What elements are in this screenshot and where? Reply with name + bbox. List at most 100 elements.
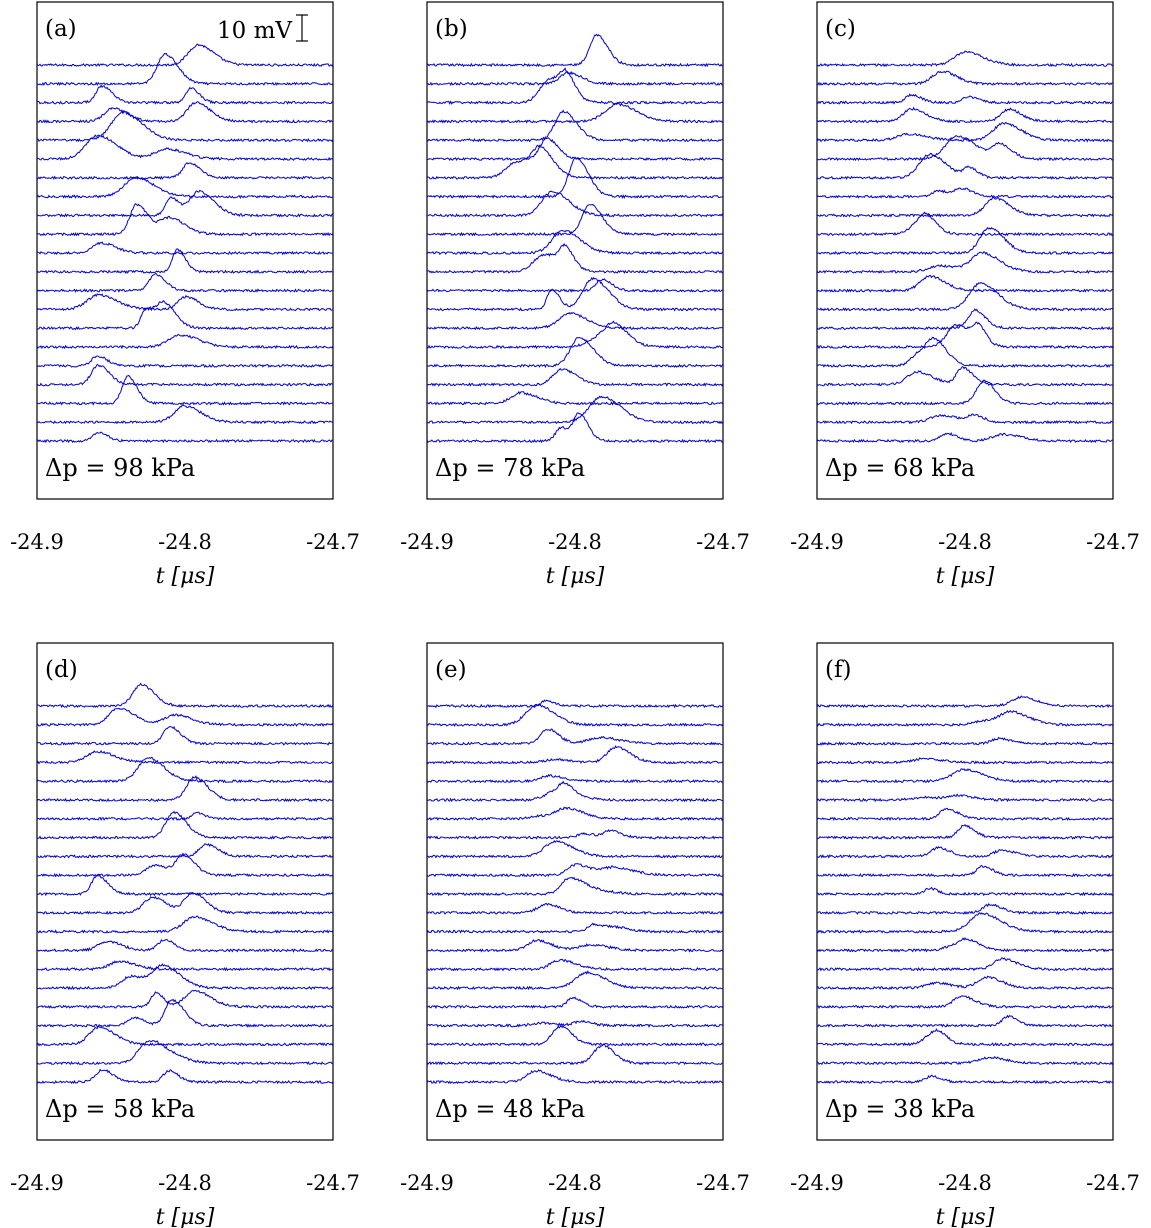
signal-trace xyxy=(816,846,1114,859)
signal-trace xyxy=(426,938,724,953)
panel-frame xyxy=(36,1,334,500)
signal-trace xyxy=(816,93,1114,105)
signal-trace xyxy=(816,824,1114,840)
signal-trace xyxy=(426,996,724,1010)
panel-e: (e) Δp = 48 kPa -24.9 -24.8 -24.7 t [μs] xyxy=(400,642,750,1228)
signal-trace xyxy=(816,413,1114,425)
signal-trace xyxy=(816,902,1114,916)
signal-trace xyxy=(816,912,1114,934)
signal-trace xyxy=(426,806,724,822)
signal-trace xyxy=(426,958,724,972)
signal-trace xyxy=(426,70,724,86)
panel-d: (d) Δp = 58 kPa -24.9 -24.8 -24.7 t [μs] xyxy=(10,642,360,1228)
signal-trace xyxy=(816,736,1114,746)
signal-trace xyxy=(426,102,724,124)
signal-trace xyxy=(816,807,1114,822)
signal-trace xyxy=(426,745,724,765)
signal-trace xyxy=(426,367,724,387)
signal-trace xyxy=(36,1040,334,1066)
signal-trace xyxy=(426,242,724,274)
signal-trace xyxy=(816,196,1114,218)
pressure-annotation: Δp = 48 kPa xyxy=(435,1095,585,1123)
signal-trace xyxy=(426,276,724,312)
x-tick-label: -24.7 xyxy=(696,1171,750,1195)
signal-trace xyxy=(36,84,334,105)
pressure-annotation: Δp = 38 kPa xyxy=(825,1095,975,1123)
scale-bar: 10 mV xyxy=(217,14,308,44)
x-axis-label: t [μs] xyxy=(936,564,995,589)
signal-trace xyxy=(36,374,334,406)
signal-trace xyxy=(816,226,1114,256)
signal-trace xyxy=(426,144,723,180)
signal-trace xyxy=(36,842,334,859)
x-tick-label: -24.9 xyxy=(790,530,844,554)
signal-trace xyxy=(426,67,724,105)
x-tick-label: -24.8 xyxy=(938,530,992,554)
signal-trace xyxy=(426,1043,724,1066)
panel-label: (c) xyxy=(825,16,856,42)
x-tick-label: -24.7 xyxy=(1086,1171,1140,1195)
signal-trace xyxy=(426,33,724,68)
signal-trace xyxy=(426,780,724,803)
trace-group xyxy=(816,695,1114,1084)
signal-trace xyxy=(427,728,724,746)
signal-trace xyxy=(36,1025,334,1047)
panel-label: (f) xyxy=(825,657,851,683)
panel-f: (f) Δp = 38 kPa -24.9 -24.8 -24.7 t [μs] xyxy=(790,642,1140,1228)
x-tick-label: -24.8 xyxy=(938,1171,992,1195)
signal-trace xyxy=(426,109,724,143)
panel-a: (a) Δp = 98 kPa -24.9 -24.8 -24.7 t [μs] 10 mV xyxy=(10,1,360,589)
signal-trace xyxy=(36,363,334,387)
signal-trace xyxy=(816,431,1113,444)
signal-trace xyxy=(816,152,1114,181)
panel-label: (e) xyxy=(435,657,467,683)
signal-trace xyxy=(816,211,1114,237)
signal-trace xyxy=(426,1069,724,1085)
x-tick-label: -24.7 xyxy=(1086,530,1140,554)
x-tick-label: -24.9 xyxy=(10,1171,64,1195)
signal-trace xyxy=(426,970,724,991)
signal-trace xyxy=(426,1025,724,1047)
signal-trace xyxy=(426,390,724,406)
signal-trace xyxy=(426,320,724,350)
signal-trace xyxy=(36,852,334,878)
signal-trace xyxy=(36,775,334,803)
signal-trace xyxy=(36,1068,334,1085)
panel-frame xyxy=(816,642,1114,1141)
signal-trace xyxy=(36,892,334,915)
signal-trace xyxy=(36,404,334,425)
signal-trace xyxy=(426,902,724,916)
signal-trace xyxy=(36,915,334,934)
scale-bar-label: 10 mV xyxy=(217,18,292,44)
signal-trace xyxy=(36,43,334,67)
signal-trace xyxy=(426,278,724,293)
signal-trace xyxy=(816,864,1114,878)
signal-trace xyxy=(426,840,724,859)
signal-trace xyxy=(816,937,1114,953)
x-tick-label: -24.8 xyxy=(158,530,212,554)
panel-label: (a) xyxy=(45,16,77,42)
signal-trace xyxy=(36,203,334,237)
panel-label: (d) xyxy=(45,657,78,683)
signal-trace xyxy=(816,308,1114,331)
signal-trace xyxy=(816,366,1114,387)
signal-trace xyxy=(36,248,334,275)
signal-trace xyxy=(426,863,724,878)
signal-trace xyxy=(816,70,1114,86)
signal-trace xyxy=(816,50,1114,68)
panel-c: (c) Δp = 68 kPa -24.9 -24.8 -24.7 t [μs] xyxy=(790,1,1140,589)
signal-trace xyxy=(816,251,1114,274)
signal-trace xyxy=(816,710,1114,727)
x-axis-label: t [μs] xyxy=(546,1205,605,1228)
signal-trace xyxy=(426,156,724,199)
x-tick-label: -24.7 xyxy=(306,530,360,554)
x-axis-label: t [μs] xyxy=(936,1205,995,1228)
signal-trace xyxy=(816,106,1114,124)
signal-trace xyxy=(816,321,1114,350)
x-tick-label: -24.9 xyxy=(790,1171,844,1195)
signal-trace xyxy=(36,811,334,822)
signal-trace xyxy=(816,379,1114,406)
signal-trace xyxy=(816,336,1114,369)
signal-trace xyxy=(36,333,334,350)
signal-trace xyxy=(36,189,334,218)
